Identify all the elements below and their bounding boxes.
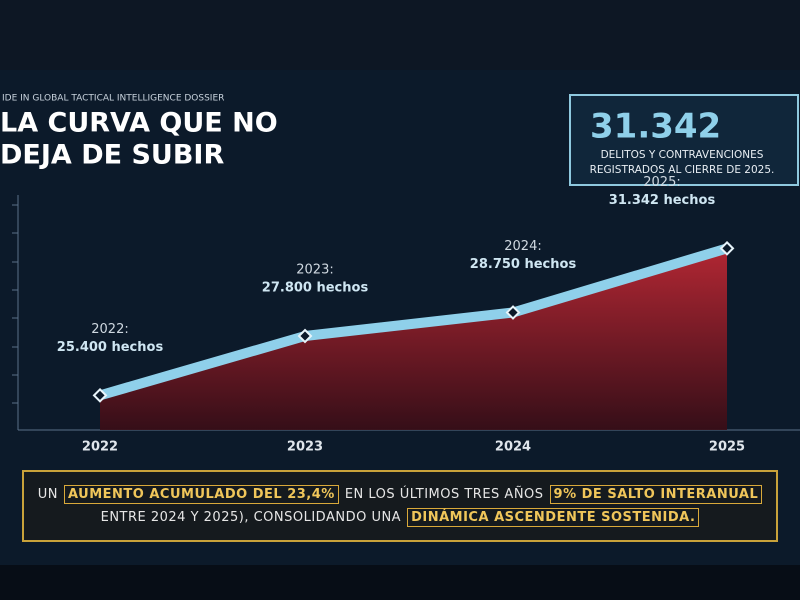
x-tick-label: 2024 (495, 440, 531, 455)
point-year-label: 2022: (91, 322, 128, 337)
axis-ticks (12, 204, 18, 404)
banner-text: ENTRE 2024 Y 2025), CONSOLIDANDO UNA (100, 510, 402, 525)
x-tick-label: 2022 (82, 440, 118, 455)
data-label: 31.342 hechos (609, 193, 716, 208)
area (100, 248, 727, 430)
x-tick-label: 2023 (287, 440, 323, 455)
banner-line: UN AUMENTO ACUMULADO DEL 23,4% EN LOS ÚLTI… (35, 485, 766, 504)
banner-text: EN LOS ÚLTIMOS TRES AÑOS (344, 487, 544, 502)
banner-line: ENTRE 2024 Y 2025), CONSOLIDANDO UNA DINÁ… (98, 508, 703, 527)
top-strip (0, 0, 800, 70)
point-marker (92, 387, 108, 403)
point-year-label: 2024: (504, 239, 541, 254)
data-label: 25.400 hechos (57, 340, 164, 355)
callout-line: REGISTRADOS AL CIERRE DE 2025. (590, 164, 775, 176)
kicker: IDE IN GLOBAL TACTICAL INTELLIGENCE DOSS… (2, 94, 224, 104)
x-tick-label: 2025 (709, 440, 745, 455)
point-marker (719, 240, 735, 256)
highlight-text: AUMENTO ACUMULADO DEL 23,4% (64, 485, 339, 504)
highlight-text: DINÁMICA ASCENDENTE SOSTENIDA. (407, 508, 700, 527)
line (98, 243, 729, 401)
banner: UN AUMENTO ACUMULADO DEL 23,4% EN LOS ÚLTI… (22, 470, 778, 542)
banner-text: UN (37, 487, 58, 502)
data-label: 27.800 hechos (262, 281, 369, 296)
title-line: DEJA DE SUBIR (0, 140, 224, 171)
callout-box (569, 94, 799, 186)
title-line: LA CURVA QUE NO (0, 108, 278, 139)
point-year-label: 2025: (643, 175, 680, 190)
highlight-text: 9% DE SALTO INTERANUAL (549, 485, 763, 504)
point-year-label: 2023: (296, 263, 333, 278)
point-marker (297, 328, 313, 344)
callout-line: DELITOS Y CONTRAVENCIONES (601, 149, 764, 161)
data-label: 28.750 hechos (470, 257, 577, 272)
point-marker (505, 305, 521, 320)
callout-headline: 31.342 (590, 107, 721, 147)
